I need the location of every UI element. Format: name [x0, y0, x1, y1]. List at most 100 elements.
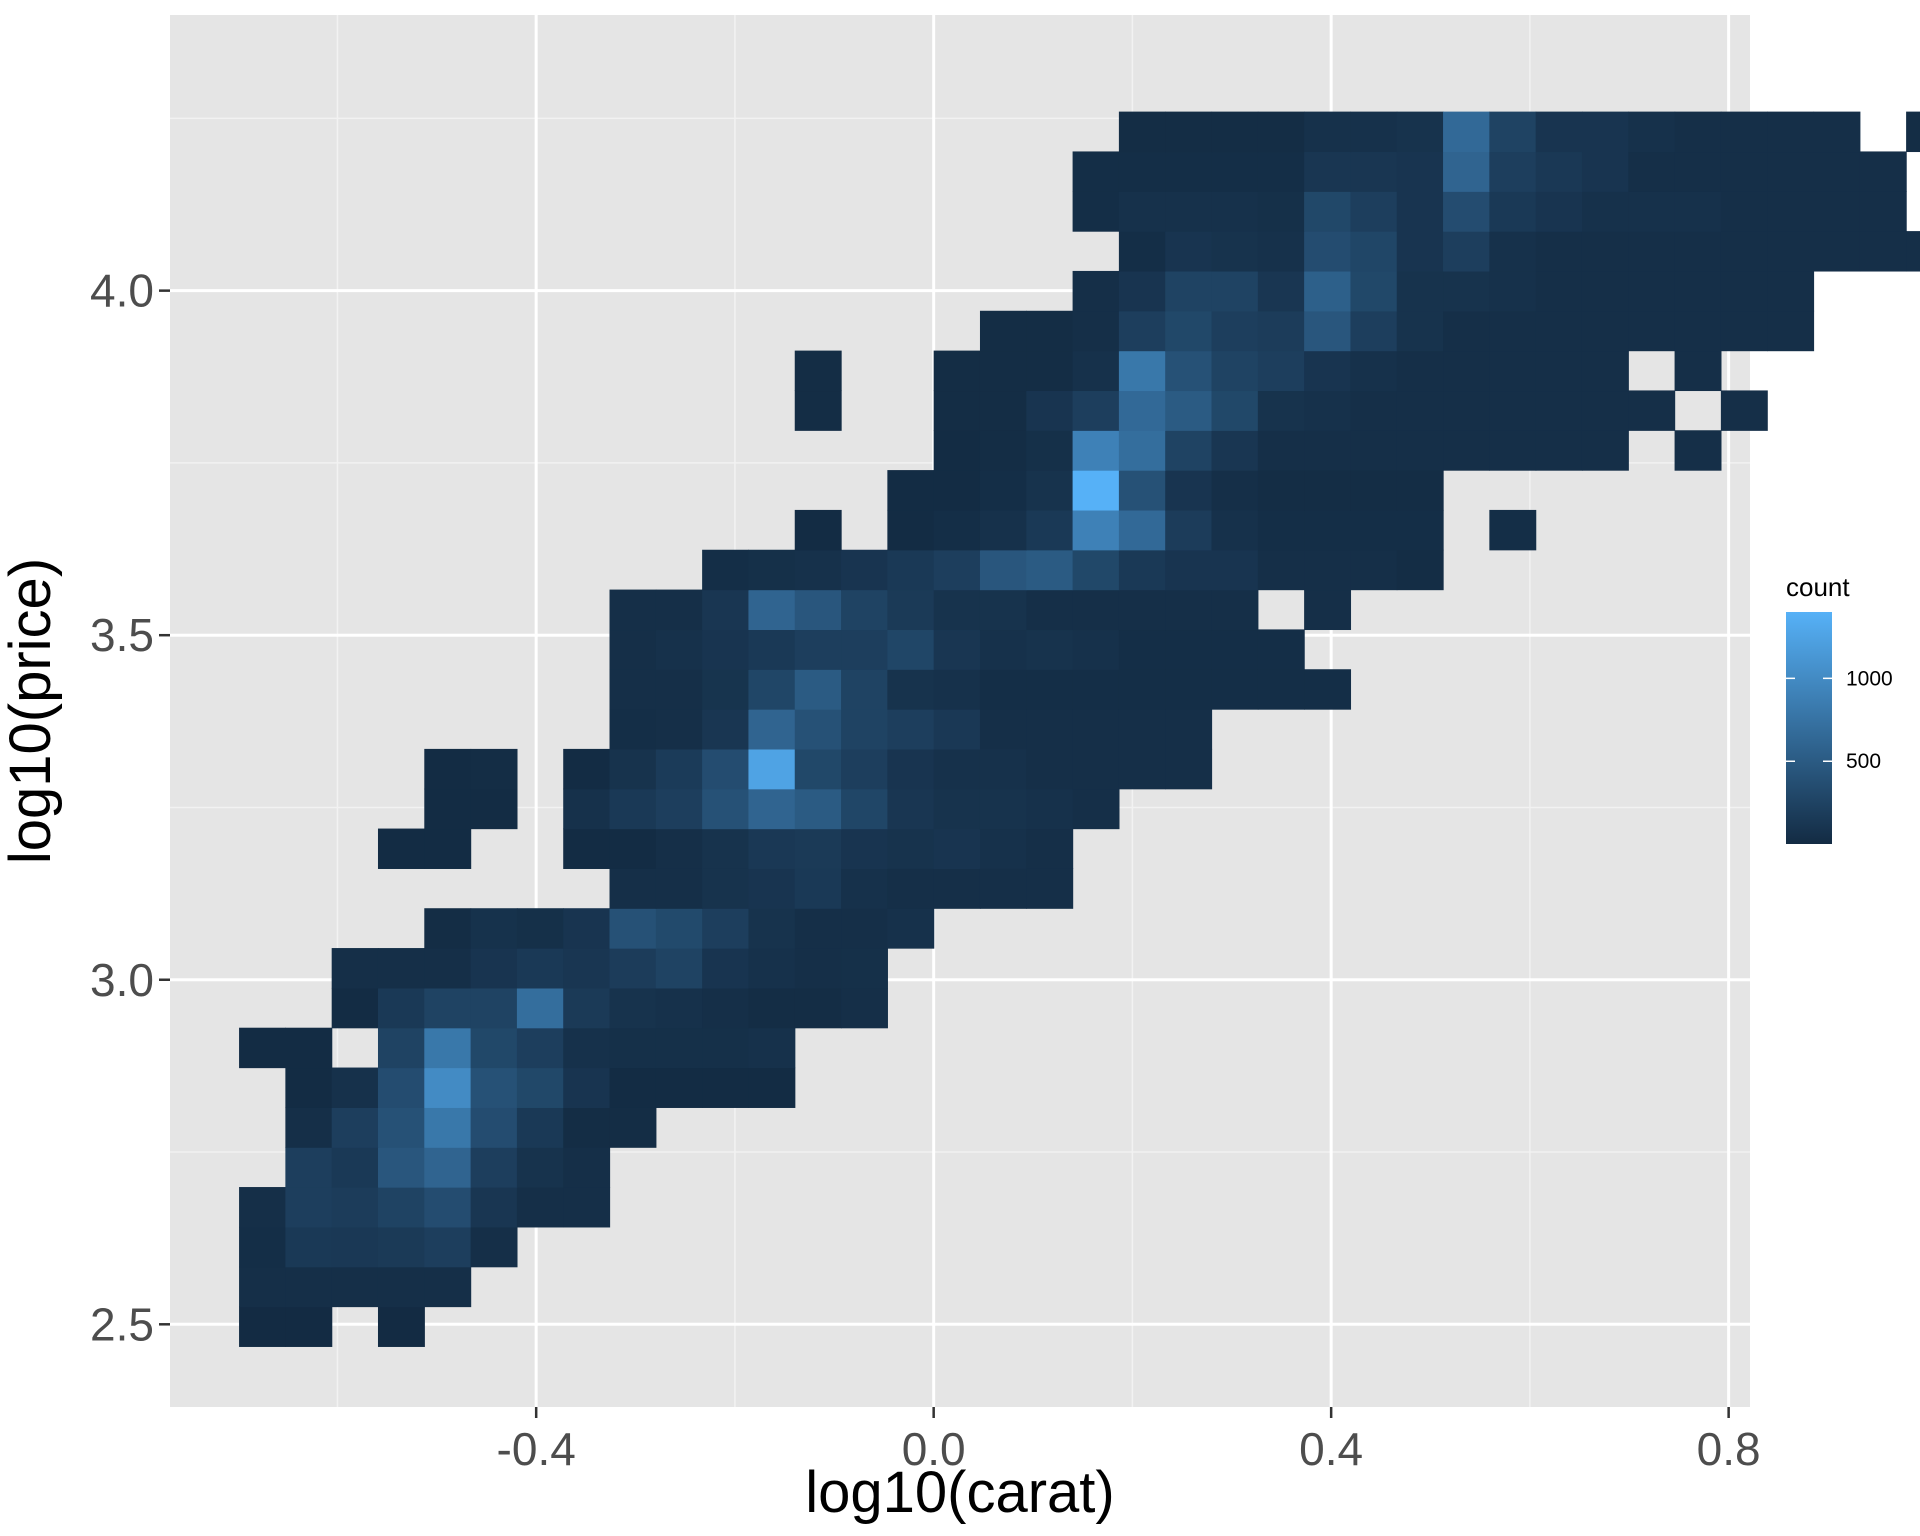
heatmap-tile	[841, 669, 888, 710]
heatmap-tile	[609, 1027, 657, 1069]
heatmap-tile	[841, 828, 888, 869]
heatmap-tile	[1720, 270, 1768, 312]
heatmap-tile	[1443, 310, 1490, 352]
heatmap-tile	[609, 1107, 657, 1148]
heatmap-tile	[1304, 390, 1352, 431]
heatmap-tile	[1165, 748, 1213, 790]
heatmap-tile	[470, 1067, 518, 1108]
heatmap-tile	[702, 1067, 750, 1108]
heatmap-tile	[702, 868, 750, 909]
heatmap-tile	[1396, 310, 1444, 352]
heatmap-tile	[424, 987, 472, 1029]
heatmap-tile	[655, 908, 703, 949]
heatmap-tile	[470, 1147, 518, 1188]
heatmap-tile	[516, 987, 564, 1029]
heatmap-tile	[1072, 629, 1120, 670]
heatmap-tile	[331, 1226, 379, 1268]
heatmap-tile	[285, 1067, 333, 1108]
heatmap-tile	[841, 589, 888, 631]
heatmap-tile	[794, 629, 842, 670]
heatmap-tile	[424, 948, 472, 989]
heatmap-tile	[794, 908, 842, 949]
heatmap-tile	[1211, 191, 1259, 232]
heatmap-tile	[563, 748, 611, 790]
heatmap-tile	[563, 828, 611, 869]
heatmap-tile	[655, 948, 703, 989]
heatmap-tile	[655, 589, 703, 631]
heatmap-tile	[1628, 270, 1676, 312]
heatmap-tile	[331, 1107, 379, 1148]
heatmap-tile	[1581, 270, 1629, 312]
heatmap-tile	[1859, 191, 1907, 232]
heatmap-tile	[841, 948, 888, 989]
heatmap-tile	[1396, 191, 1444, 232]
heatmap-tile	[1165, 111, 1213, 153]
heatmap-tile	[1211, 270, 1259, 312]
heatmap-tile	[1211, 310, 1259, 352]
heatmap-tile	[1026, 470, 1074, 511]
heatmap-tile	[702, 669, 750, 710]
heatmap-tile	[979, 788, 1027, 830]
heatmap-tile	[239, 1027, 286, 1069]
y-tick-label: 3.5	[90, 609, 154, 661]
heatmap-tile	[1350, 390, 1398, 431]
heatmap-tile	[1072, 310, 1120, 352]
heatmap-tile	[1118, 151, 1166, 192]
heatmap-tile	[470, 987, 518, 1029]
heatmap-tile	[609, 669, 657, 710]
heatmap-tile	[1304, 430, 1352, 471]
heatmap-tile	[1489, 310, 1537, 352]
heatmap-tile	[377, 1147, 425, 1188]
heatmap-tile	[748, 549, 796, 591]
heatmap-tile	[609, 589, 657, 631]
heatmap-tile	[1304, 669, 1352, 710]
heatmap-tile	[887, 669, 935, 710]
heatmap-tile	[1350, 111, 1398, 153]
heatmap-tile	[285, 1027, 333, 1069]
heatmap-tile	[1257, 111, 1305, 153]
heatmap-tile	[979, 470, 1027, 511]
heatmap-tile	[1443, 151, 1490, 192]
heatmap-tile	[470, 748, 518, 790]
heatmap-tile	[1443, 430, 1490, 471]
heatmap-tile	[1072, 709, 1120, 750]
heatmap-tile	[1211, 629, 1259, 670]
heatmap-tile	[1350, 549, 1398, 591]
heatmap-tile	[1350, 350, 1398, 392]
heatmap-tile	[1767, 151, 1815, 192]
heatmap-tile	[1072, 191, 1120, 232]
heatmap-tile	[331, 1067, 379, 1108]
heatmap-tile	[1165, 310, 1213, 352]
heatmap-tile	[1304, 151, 1352, 192]
heatmap-tile	[563, 908, 611, 949]
heatmap-tile	[1118, 549, 1166, 591]
heatmap-tile	[933, 509, 981, 551]
heatmap-tile	[609, 629, 657, 670]
heatmap-tile	[702, 987, 750, 1029]
heatmap-tile	[1489, 231, 1537, 272]
heatmap-tile	[1026, 748, 1074, 790]
heatmap-tile	[1072, 350, 1120, 392]
heatmap-tile	[239, 1226, 286, 1268]
heatmap-tile	[1211, 350, 1259, 392]
heatmap-tile	[424, 1067, 472, 1108]
heatmap-tile	[1350, 310, 1398, 352]
heatmap-tile	[1118, 629, 1166, 670]
heatmap-tile	[1165, 350, 1213, 392]
heatmap-tile	[1026, 390, 1074, 431]
heatmap-tile	[1489, 191, 1537, 232]
x-tick-label: 0.8	[1697, 1423, 1761, 1475]
heatmap-tile	[1026, 589, 1074, 631]
heatmap-tile	[377, 1226, 425, 1268]
heatmap-tile	[887, 589, 935, 631]
heatmap-tile	[1211, 470, 1259, 511]
heatmap-tile	[1257, 390, 1305, 431]
heatmap-tile	[1443, 191, 1490, 232]
heatmap-tile	[979, 828, 1027, 869]
heatmap-tile	[563, 788, 611, 830]
heatmap-tile	[1165, 589, 1213, 631]
x-tick-label: 0.0	[902, 1423, 966, 1475]
heatmap-tile	[1257, 629, 1305, 670]
heatmap-tile	[1350, 270, 1398, 312]
heatmap-tile	[285, 1107, 333, 1148]
